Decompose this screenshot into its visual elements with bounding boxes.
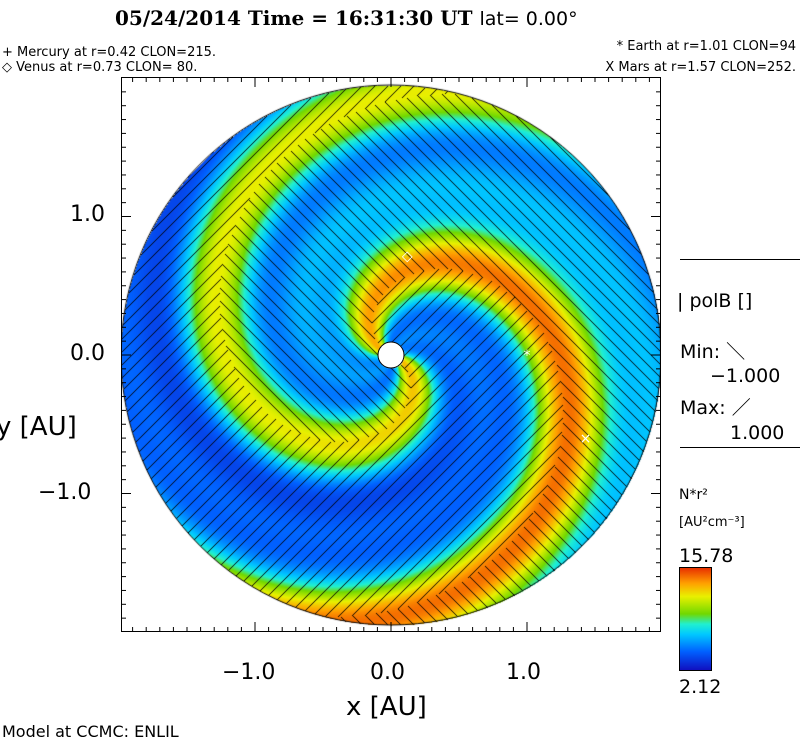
max-label: Max: ／ bbox=[680, 397, 751, 419]
footer-credit: Model at CCMC: ENLIL bbox=[2, 722, 179, 741]
sun-marker bbox=[377, 341, 405, 369]
title-lat: lat= 0.00° bbox=[479, 8, 578, 30]
y-axis-label: y [AU] bbox=[0, 412, 77, 442]
mars-marker: × bbox=[580, 431, 592, 447]
venus-label: ◇ Venus at r=0.73 CLON= 80. bbox=[2, 60, 198, 75]
colorbar bbox=[679, 567, 712, 671]
ytick-label: 1.0 bbox=[70, 202, 105, 227]
legend-divider bbox=[680, 259, 800, 260]
max-value: 1.000 bbox=[730, 422, 785, 444]
ytick-label: 0.0 bbox=[70, 341, 105, 366]
min-label: Min: ＼ bbox=[680, 341, 746, 363]
xtick-label: −1.0 bbox=[222, 660, 276, 685]
ytick-label: −1.0 bbox=[38, 480, 92, 505]
colorbar-min: 2.12 bbox=[679, 676, 722, 698]
earth-marker: * bbox=[524, 348, 531, 364]
plot-title: 05/24/2014 Time = 16:31:30 UT lat= 0.00° bbox=[115, 6, 578, 30]
xtick-label: 0.0 bbox=[370, 660, 405, 685]
legend-divider bbox=[680, 447, 800, 448]
colorbar-max: 15.78 bbox=[679, 545, 734, 567]
venus-marker: ◇ bbox=[402, 248, 413, 264]
colorbar-units: [AU²cm⁻³] bbox=[679, 515, 745, 530]
mars-label: X Mars at r=1.57 CLON=252. bbox=[605, 60, 796, 75]
earth-label: * Earth at r=1.01 CLON=94 bbox=[616, 39, 796, 54]
xtick-label: 1.0 bbox=[506, 660, 541, 685]
polb-label: | polB [] bbox=[677, 290, 753, 312]
min-value: −1.000 bbox=[710, 365, 781, 387]
x-axis-label: x [AU] bbox=[346, 692, 427, 722]
colorbar-title: N*r² bbox=[679, 487, 708, 503]
mercury-label: + Mercury at r=0.42 CLON=215. bbox=[2, 45, 217, 60]
title-date-time: 05/24/2014 Time = 16:31:30 UT bbox=[115, 6, 473, 30]
